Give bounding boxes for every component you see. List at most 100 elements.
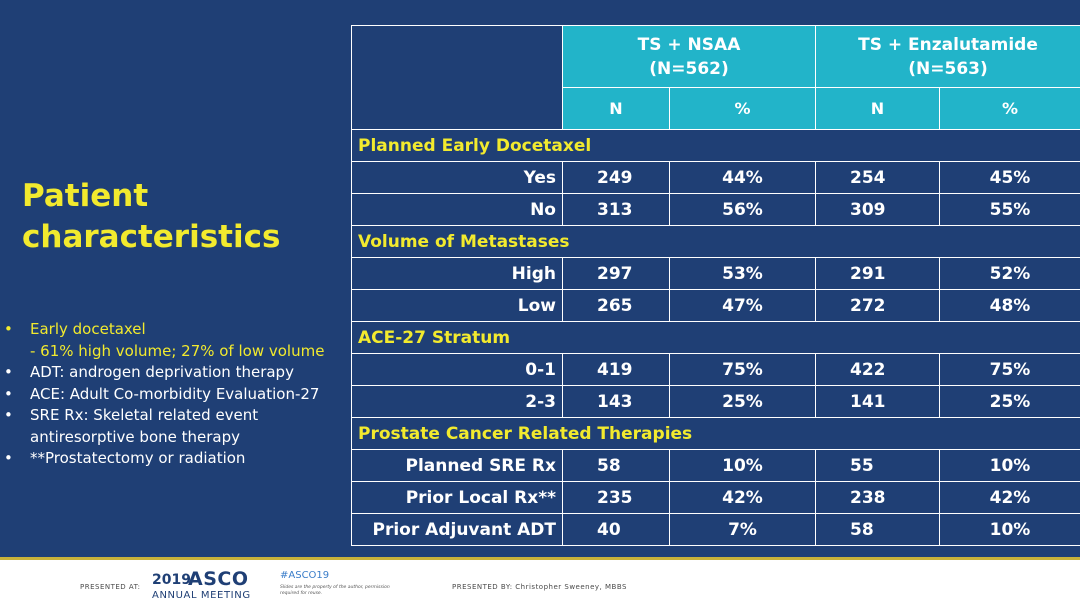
cell-percent: 25% (939, 385, 1080, 418)
note-subtext: - 61% high volume; 27% of low volume (30, 341, 325, 360)
cell-count: 55 (815, 449, 940, 482)
cell-percent: 48% (939, 289, 1080, 322)
cell-percent: 52% (939, 257, 1080, 290)
cell-percent: 47% (669, 289, 816, 322)
row-label: Low (351, 289, 563, 322)
characteristics-table: TS + NSAA (N=562) TS + Enzalutamide (N=5… (351, 25, 1080, 546)
table-row: High 297 53% 291 52% (351, 257, 1080, 290)
note-text: Early docetaxel (30, 320, 146, 338)
row-label: High (351, 257, 563, 290)
cell-percent: 10% (669, 449, 816, 482)
cell-count: 249 (562, 161, 670, 194)
row-label: Prior Local Rx** (351, 481, 563, 514)
cell-count: 422 (815, 353, 940, 386)
cell-percent: 75% (669, 353, 816, 386)
cell-percent: 10% (939, 449, 1080, 482)
cell-percent: 44% (669, 161, 816, 194)
section-row: Prostate Cancer Related Therapies (351, 417, 1080, 450)
note-item: ADT: androgen deprivation therapy (4, 362, 349, 384)
cell-count: 235 (562, 481, 670, 514)
subheader-n: N (815, 87, 940, 130)
row-label: Yes (351, 161, 563, 194)
cell-count: 58 (815, 513, 940, 546)
note-item: ACE: Adult Co-morbidity Evaluation-27 (4, 384, 349, 406)
note-text: ACE: Adult Co-morbidity Evaluation-27 (30, 384, 320, 403)
note-text: **Prostatectomy or radiation (30, 449, 246, 467)
table-row: 2-3 143 25% 141 25% (351, 385, 1080, 418)
group-header-nsaa: TS + NSAA (N=562) (562, 25, 816, 88)
header-row: TS + NSAA (N=562) TS + Enzalutamide (N=5… (351, 25, 1080, 130)
slide-title: Patient characteristics (22, 176, 322, 258)
table-row: Prior Adjuvant ADT 40 7% 58 10% (351, 513, 1080, 546)
annual-meeting-label: ANNUAL MEETING (152, 590, 251, 601)
title-line-2: characteristics (22, 219, 281, 255)
table-row: Prior Local Rx** 235 42% 238 42% (351, 481, 1080, 514)
notes-list: Early docetaxel - 61% high volume; 27% o… (4, 319, 349, 470)
cell-percent: 45% (939, 161, 1080, 194)
group-count: (N=562) (649, 58, 729, 79)
cell-percent: 42% (669, 481, 816, 514)
note-text: SRE Rx: Skeletal related event antiresor… (30, 406, 259, 446)
table-row: No 313 56% 309 55% (351, 193, 1080, 226)
cell-percent: 53% (669, 257, 816, 290)
cell-count: 291 (815, 257, 940, 290)
cell-percent: 75% (939, 353, 1080, 386)
cell-percent: 42% (939, 481, 1080, 514)
subheader-pct: % (669, 87, 816, 130)
cell-count: 40 (562, 513, 670, 546)
subheader-n: N (562, 87, 670, 130)
subheader-pct: % (939, 87, 1080, 130)
presented-at-label: PRESENTED AT: (80, 583, 141, 591)
footer-accent-rule (0, 557, 1080, 560)
cell-percent: 10% (939, 513, 1080, 546)
cell-count: 272 (815, 289, 940, 322)
cell-count: 238 (815, 481, 940, 514)
group-name: TS + Enzalutamide (858, 34, 1038, 55)
footer (0, 557, 1080, 610)
subheader-row: N % N % (352, 87, 1080, 130)
note-text: ADT: androgen deprivation therapy (30, 363, 294, 381)
row-label: Prior Adjuvant ADT (351, 513, 563, 546)
section-title: ACE-27 Stratum (351, 321, 1080, 354)
cell-count: 143 (562, 385, 670, 418)
note-item: Early docetaxel - 61% high volume; 27% o… (4, 319, 349, 362)
section-title: Planned Early Docetaxel (351, 129, 1080, 162)
table-row: Yes 249 44% 254 45% (351, 161, 1080, 194)
group-name: TS + NSAA (637, 34, 741, 55)
section-row: ACE-27 Stratum (351, 321, 1080, 354)
asco-year: 2019 (152, 572, 191, 588)
table-row: 0-1 419 75% 422 75% (351, 353, 1080, 386)
hashtag: #ASCO19 (280, 570, 330, 581)
cell-percent: 25% (669, 385, 816, 418)
cell-count: 313 (562, 193, 670, 226)
group-header-enzalutamide: TS + Enzalutamide (N=563) (815, 25, 1080, 88)
row-label: Planned SRE Rx (351, 449, 563, 482)
presented-by: PRESENTED BY: Christopher Sweeney, MBBS (452, 583, 627, 591)
cell-count: 265 (562, 289, 670, 322)
section-title: Volume of Metastases (351, 225, 1080, 258)
note-item: SRE Rx: Skeletal related event antiresor… (4, 405, 349, 448)
cell-percent: 56% (669, 193, 816, 226)
table-row: Low 265 47% 272 48% (351, 289, 1080, 322)
section-title: Prostate Cancer Related Therapies (351, 417, 1080, 450)
fine-print: Slides are the property of the author, p… (280, 585, 390, 596)
asco-logo-text: ASCO (188, 568, 249, 590)
row-label: No (351, 193, 563, 226)
cell-count: 254 (815, 161, 940, 194)
section-row: Volume of Metastases (351, 225, 1080, 258)
cell-count: 58 (562, 449, 670, 482)
note-item: **Prostatectomy or radiation (4, 448, 349, 470)
cell-count: 309 (815, 193, 940, 226)
row-label: 2-3 (351, 385, 563, 418)
header-corner (351, 25, 563, 130)
cell-count: 297 (562, 257, 670, 290)
cell-percent: 55% (939, 193, 1080, 226)
cell-count: 419 (562, 353, 670, 386)
table-row: Planned SRE Rx 58 10% 55 10% (351, 449, 1080, 482)
group-count: (N=563) (908, 58, 988, 79)
cell-count: 141 (815, 385, 940, 418)
title-line-1: Patient (22, 178, 149, 214)
section-row: Planned Early Docetaxel (351, 129, 1080, 162)
cell-percent: 7% (669, 513, 816, 546)
